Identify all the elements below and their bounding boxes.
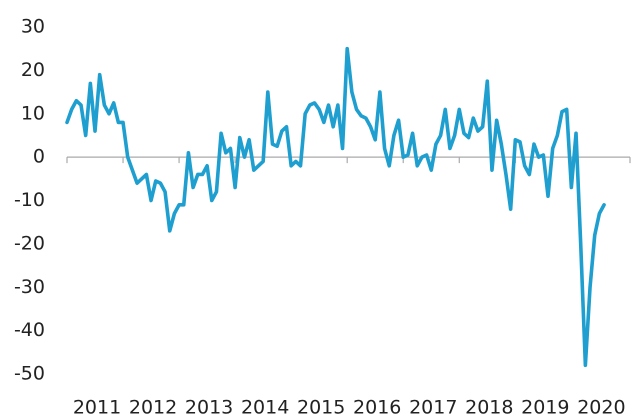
x-tick-label: 2011 bbox=[73, 397, 121, 418]
line bbox=[65, 46, 606, 368]
x-tick-label: 2016 bbox=[353, 397, 401, 418]
y-tick-label: 20 bbox=[21, 59, 45, 81]
x-tick-label: 2015 bbox=[297, 397, 345, 418]
y-tick-label: -20 bbox=[14, 232, 45, 254]
x-tick-label: 2014 bbox=[241, 397, 289, 418]
x-tick-label: 2017 bbox=[409, 397, 457, 418]
x-tick-label: 2019 bbox=[521, 397, 569, 418]
y-tick-label: -50 bbox=[14, 363, 45, 385]
x-tick-label: 2013 bbox=[185, 397, 233, 418]
x-tick-label: 2012 bbox=[129, 397, 177, 418]
y-tick-label: -40 bbox=[14, 319, 45, 341]
y-tick-label: 0 bbox=[33, 146, 45, 168]
y-tick-label: -30 bbox=[14, 276, 45, 298]
x-tick-label: 2018 bbox=[465, 397, 513, 418]
y-tick-label: 10 bbox=[21, 102, 45, 124]
y-tick-label: -10 bbox=[14, 189, 45, 211]
x-tick-label: 2020 bbox=[577, 397, 625, 418]
y-tick-label: 30 bbox=[21, 16, 45, 38]
